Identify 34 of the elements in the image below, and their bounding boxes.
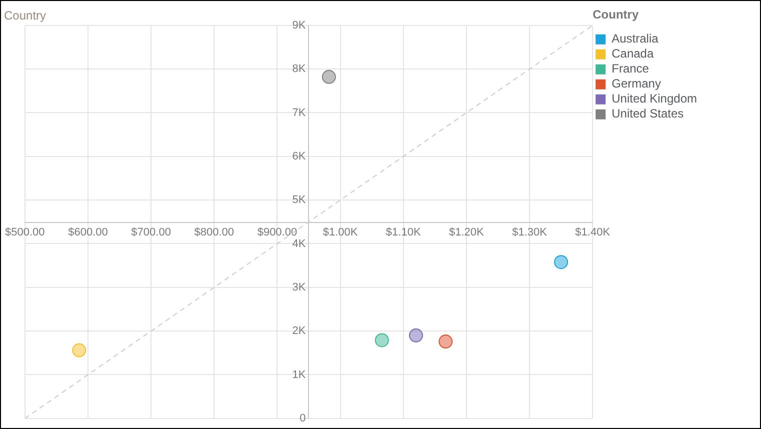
legend-title: Country [592, 7, 639, 22]
point [408, 328, 423, 342]
legend-label: Australia [612, 32, 659, 46]
point [72, 343, 86, 358]
y-tick-label: 3K [292, 281, 306, 294]
y-tick-label: 2K [292, 325, 306, 338]
x-tick-label: $1.20K [449, 226, 485, 239]
legend-label: United Kingdom [612, 92, 698, 106]
point [438, 334, 453, 349]
x-tick-label: $1.10K [386, 226, 422, 239]
y-tick-label: 0 [300, 412, 306, 424]
y-tick-label: 1K [292, 368, 306, 381]
x-tick-label: $700.00 [131, 226, 171, 239]
point [554, 255, 568, 270]
legend-label: Germany [612, 76, 661, 91]
y-tick-label: 9K [292, 19, 306, 32]
point [322, 70, 336, 84]
y-tick-label: 6K [292, 150, 306, 162]
chart-title: Country [4, 8, 46, 23]
y-tick-label: 5K [292, 194, 306, 206]
x-tick-label: $500.00 [5, 226, 45, 239]
legend-label: Canada [612, 46, 654, 61]
x-tick-label: $1.00K [322, 226, 358, 239]
point [374, 333, 389, 348]
y-tick-label: 4K [292, 238, 306, 250]
x-tick-label: $900.00 [257, 226, 298, 239]
x-tick-label: $600.00 [68, 226, 108, 239]
legend-label: France [612, 62, 650, 76]
x-tick-label: $800.00 [194, 226, 234, 239]
y-tick-label: 8K [292, 63, 306, 76]
legend-label: United States [612, 106, 684, 121]
y-tick-label: 7K [292, 106, 306, 119]
x-tick-label: $1.40K [575, 226, 611, 239]
x-tick-label: $1.30K [512, 226, 548, 239]
